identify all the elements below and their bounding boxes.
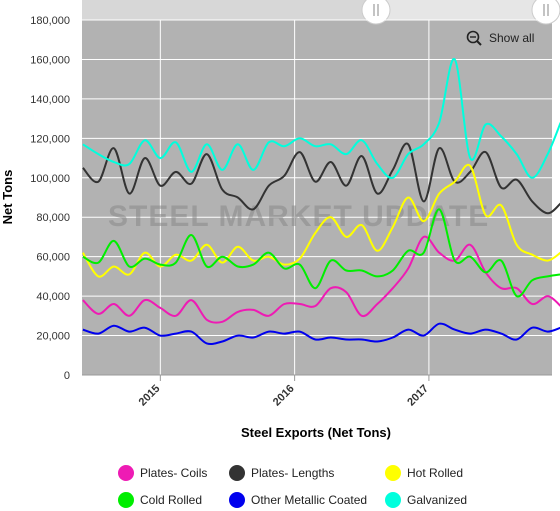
legend-marker (229, 465, 245, 481)
x-tick-label: 2017 (405, 383, 431, 409)
plot-background (82, 20, 552, 375)
legend-item-galvanized[interactable]: Galvanized (385, 492, 467, 508)
y-tick-label: 180,000 (30, 15, 70, 27)
legend-label: Cold Rolled (140, 493, 202, 507)
legend-item-plates-coils[interactable]: Plates- Coils (118, 465, 207, 481)
series-line-hot-rolled (82, 163, 560, 278)
x-axis-title: Steel Exports (Net Tons) (241, 425, 391, 440)
legend-marker (385, 492, 401, 508)
legend: Plates- Coils Plates- Lengths Hot Rolled Co… (118, 465, 467, 508)
zoom-out-icon (466, 30, 480, 44)
legend-item-hot-rolled[interactable]: Hot Rolled (385, 465, 463, 481)
y-axis: 0 20,000 40,000 60,000 80,000 100,000 120,000 1… (30, 15, 70, 382)
series-line-cold-rolled (82, 208, 560, 298)
y-tick-label: 140,000 (30, 94, 70, 106)
x-grid (159, 20, 430, 375)
y-tick-label: 100,000 (30, 173, 70, 185)
legend-label: Galvanized (407, 493, 467, 507)
legend-label: Hot Rolled (407, 466, 463, 480)
watermark: STEEL MARKET UPDATE (108, 200, 489, 233)
y-tick-label: 0 (64, 370, 70, 382)
y-tick-label: 120,000 (30, 133, 70, 145)
series-line-plates-lengths (82, 142, 560, 215)
x-tick-label: 2016 (271, 383, 297, 409)
legend-marker (118, 492, 134, 508)
x-tick-label: 2015 (137, 383, 163, 409)
y-tick-label: 80,000 (36, 212, 70, 224)
navigator-mask (82, 0, 376, 20)
legend-label: Plates- Coils (140, 466, 207, 480)
show-all-label: Show all (489, 31, 534, 45)
y-tick-label: 20,000 (36, 331, 70, 343)
y-axis-title: Net Tons (0, 170, 15, 225)
y-tick-label: 40,000 (36, 291, 70, 303)
legend-label: Plates- Lengths (251, 466, 334, 480)
y-tick-label: 60,000 (36, 252, 70, 264)
show-all-button[interactable]: Show all (466, 30, 535, 46)
legend-item-other-metallic-coated[interactable]: Other Metallic Coated (229, 492, 367, 508)
legend-label: Other Metallic Coated (251, 493, 367, 507)
zoom-out-icon-handle (476, 40, 482, 46)
legend-item-plates-lengths[interactable]: Plates- Lengths (229, 465, 334, 481)
legend-marker (229, 492, 245, 508)
watermark-text: STEEL MARKET UPDATE (108, 200, 489, 233)
series-line-other-metallic-coated (82, 322, 560, 346)
series-layer (82, 58, 560, 346)
series-line-galvanized (82, 58, 560, 179)
legend-marker (118, 465, 134, 481)
navigator-handle-right[interactable] (531, 0, 560, 25)
navigator-handle-left[interactable] (361, 0, 391, 25)
legend-item-cold-rolled[interactable]: Cold Rolled (118, 492, 202, 508)
series-line-plates-coils (82, 235, 560, 324)
y-tick-label: 160,000 (30, 54, 70, 66)
legend-marker (385, 465, 401, 481)
x-axis: 2015 2016 2017 (82, 374, 552, 409)
